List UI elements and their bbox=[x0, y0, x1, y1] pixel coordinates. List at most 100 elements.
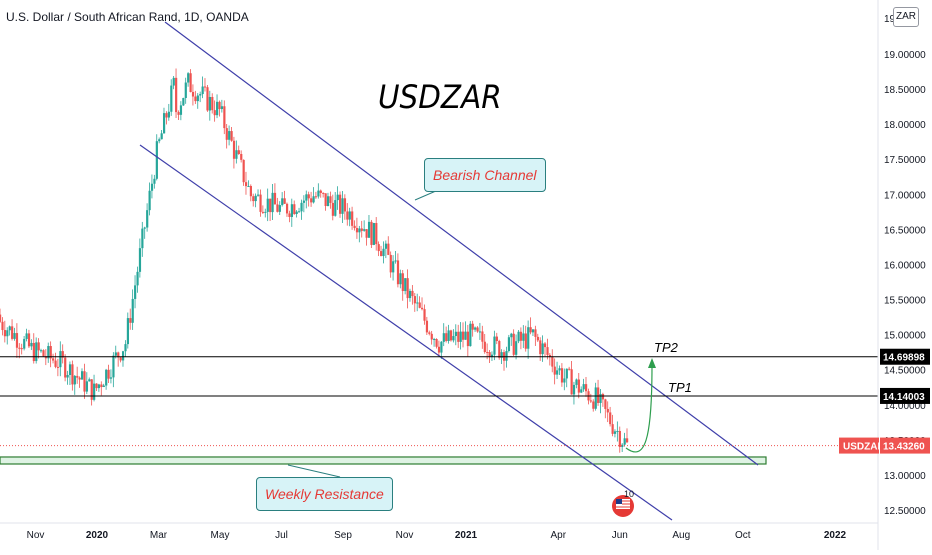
candle bbox=[570, 360, 573, 395]
candle bbox=[380, 245, 383, 257]
candle bbox=[507, 334, 511, 353]
candle bbox=[469, 320, 472, 347]
level-tag-text: 14.14003 bbox=[883, 392, 925, 403]
symbol-title: U.S. Dollar / South African Rand, 1D, OA… bbox=[6, 10, 249, 24]
candle bbox=[264, 208, 267, 218]
candle bbox=[495, 332, 498, 345]
projection-arrow-head bbox=[648, 358, 656, 368]
candle bbox=[80, 368, 84, 380]
candle bbox=[131, 289, 134, 330]
candle bbox=[609, 406, 612, 427]
economic-event-flag[interactable]: 10 bbox=[611, 489, 637, 518]
candle bbox=[32, 333, 35, 364]
candle bbox=[223, 100, 226, 135]
candle bbox=[324, 193, 327, 211]
currency-badge[interactable]: ZAR bbox=[893, 7, 919, 27]
candle bbox=[346, 203, 349, 226]
candle bbox=[452, 329, 455, 343]
candle bbox=[319, 189, 322, 198]
candle bbox=[440, 341, 443, 359]
candle bbox=[430, 330, 433, 345]
y-tick-label: 18.00000 bbox=[884, 120, 926, 131]
callout-pointer bbox=[287, 464, 341, 478]
candle bbox=[182, 97, 185, 107]
candle bbox=[54, 352, 57, 369]
candle bbox=[143, 226, 146, 239]
candle bbox=[613, 429, 617, 438]
candle bbox=[78, 376, 81, 388]
candle bbox=[300, 199, 303, 220]
candle bbox=[112, 352, 115, 388]
candle bbox=[8, 325, 11, 336]
level-tag-tp1: 14.14003 bbox=[880, 387, 930, 404]
candle bbox=[102, 383, 105, 388]
candle bbox=[572, 381, 576, 405]
candle bbox=[237, 145, 240, 155]
candle bbox=[68, 361, 72, 386]
candle bbox=[254, 193, 257, 208]
candle bbox=[93, 374, 96, 402]
candle bbox=[177, 110, 180, 120]
candle bbox=[408, 288, 412, 302]
candle bbox=[71, 360, 74, 391]
channel-upper-line bbox=[164, 21, 759, 466]
candle bbox=[232, 136, 236, 169]
x-tick-label: Sep bbox=[334, 530, 352, 541]
candle bbox=[389, 251, 392, 278]
price-value-text: 13.43260 bbox=[883, 442, 925, 453]
candle bbox=[418, 296, 421, 309]
candle bbox=[616, 421, 619, 442]
candle bbox=[510, 332, 513, 346]
candle bbox=[312, 187, 315, 204]
y-tick-label: 13.00000 bbox=[884, 471, 926, 482]
candle bbox=[358, 225, 361, 243]
candle bbox=[150, 174, 154, 199]
candle bbox=[230, 127, 233, 142]
candle bbox=[1, 317, 4, 336]
candle bbox=[394, 251, 397, 264]
candle bbox=[271, 183, 274, 221]
candle bbox=[377, 241, 380, 257]
candle bbox=[47, 342, 50, 363]
y-tick-label: 17.50000 bbox=[884, 155, 926, 166]
candle bbox=[457, 324, 460, 348]
candle bbox=[512, 329, 515, 357]
candle bbox=[278, 201, 281, 215]
tp2-label: TP2 bbox=[654, 340, 678, 355]
candle bbox=[575, 378, 578, 389]
candle bbox=[305, 190, 308, 209]
y-tick-label: 12.50000 bbox=[884, 506, 926, 517]
x-tick-label: Apr bbox=[550, 530, 566, 541]
candle bbox=[211, 93, 214, 114]
candle bbox=[442, 323, 445, 347]
candle bbox=[129, 308, 132, 330]
candle bbox=[534, 325, 537, 346]
candle bbox=[126, 312, 130, 349]
candle bbox=[109, 369, 113, 384]
candle bbox=[454, 324, 457, 346]
bearish-channel-callout[interactable]: Bearish Channel bbox=[424, 158, 546, 192]
candle bbox=[437, 340, 441, 357]
weekly-resistance-callout[interactable]: Weekly Resistance bbox=[256, 477, 393, 511]
y-tick-label: 14.50000 bbox=[884, 366, 926, 377]
main-annotation-label: USDZAR bbox=[378, 78, 502, 116]
channel-lower-line bbox=[139, 144, 673, 521]
candle bbox=[25, 328, 28, 342]
candle bbox=[413, 292, 416, 312]
x-tick-label: Oct bbox=[735, 530, 751, 541]
candle bbox=[107, 364, 110, 384]
candle bbox=[336, 186, 339, 210]
candle bbox=[220, 99, 224, 113]
candle bbox=[517, 329, 520, 344]
candle bbox=[85, 372, 89, 395]
candle bbox=[203, 78, 207, 92]
candle bbox=[372, 222, 375, 246]
candle bbox=[466, 324, 470, 357]
candle bbox=[599, 388, 602, 414]
candle bbox=[175, 68, 178, 119]
candle bbox=[623, 432, 626, 447]
candle bbox=[295, 210, 298, 218]
candle bbox=[196, 93, 199, 109]
